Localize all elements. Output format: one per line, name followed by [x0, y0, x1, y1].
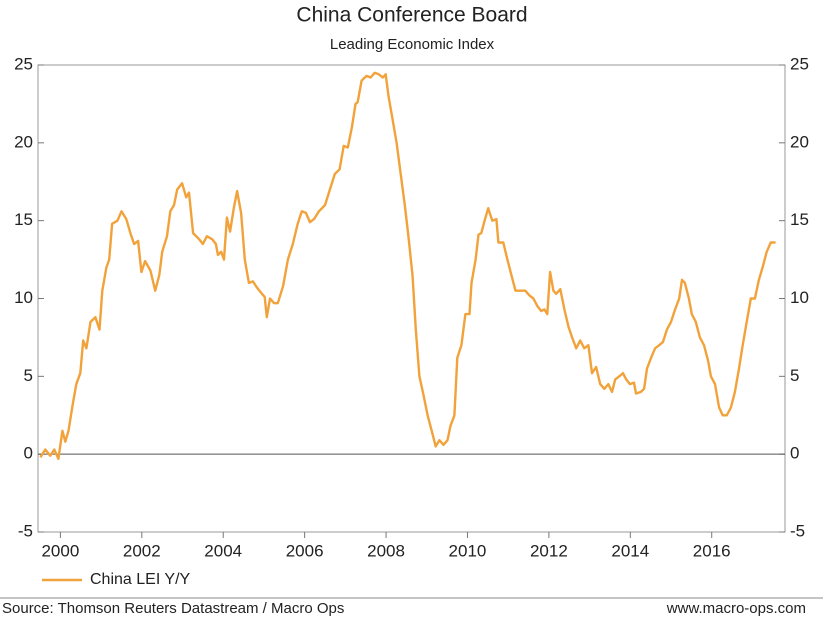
x-tick-label: 2004 — [204, 541, 242, 560]
y-tick-label: 10 — [14, 288, 33, 307]
y2-tick-label: 20 — [790, 132, 809, 151]
x-tick-label: 2002 — [123, 541, 161, 560]
y2-tick-label: -5 — [790, 521, 805, 540]
chart-subtitle: Leading Economic Index — [330, 36, 495, 53]
y-tick-label: 0 — [24, 444, 33, 463]
x-tick-label: 2008 — [367, 541, 405, 560]
y-tick-label: 25 — [14, 54, 33, 73]
data-line — [39, 71, 776, 460]
y-tick-label: 20 — [14, 132, 33, 151]
chart-title: China Conference Board — [296, 4, 527, 27]
x-tick-label: 2016 — [693, 541, 731, 560]
y2-tick-label: 25 — [790, 54, 809, 73]
x-tick-label: 2006 — [286, 541, 324, 560]
legend-label: China LEI Y/Y — [90, 571, 191, 588]
y2-tick-label: 0 — [790, 444, 799, 463]
y2-tick-label: 15 — [790, 210, 809, 229]
y-tick-label: 15 — [14, 210, 33, 229]
y-tick-label: 5 — [24, 366, 33, 385]
y2-tick-label: 10 — [790, 288, 809, 307]
x-tick-label: 2012 — [530, 541, 568, 560]
x-tick-label: 2010 — [449, 541, 487, 560]
x-tick-label: 2000 — [41, 541, 79, 560]
website: www.macro-ops.com — [666, 600, 806, 617]
source: Source: Thomson Reuters Datastream / Mac… — [2, 600, 344, 617]
x-tick-label: 2014 — [611, 541, 649, 560]
y2-tick-label: 5 — [790, 366, 799, 385]
plot-frame — [37, 64, 786, 533]
y-tick-label: -5 — [18, 521, 33, 540]
